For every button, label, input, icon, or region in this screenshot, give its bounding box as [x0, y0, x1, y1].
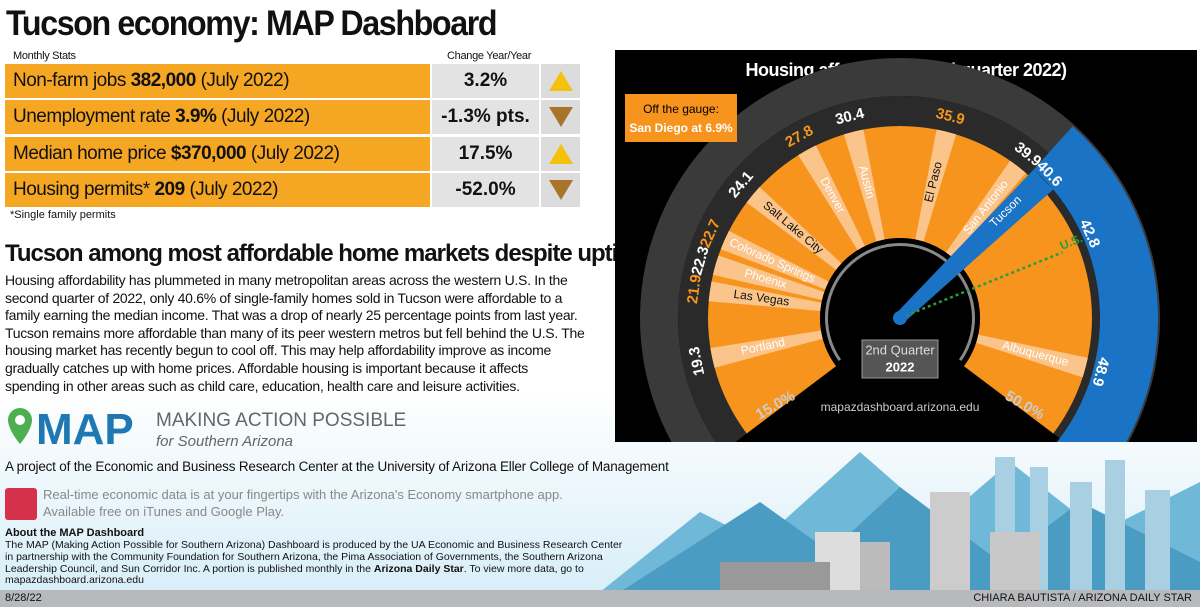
stat-period: (July 2022) [250, 143, 340, 164]
app-promo: Real-time economic data is at your finge… [43, 486, 563, 520]
stat-value: 3.9% [175, 106, 217, 127]
project-credit: A project of the Economic and Business R… [5, 459, 669, 474]
stat-value: $370,000 [170, 143, 247, 164]
about-heading: About the MAP Dashboard [5, 527, 145, 539]
wedge-divider [798, 145, 865, 251]
trend-arrow [541, 64, 580, 98]
chart-source: mapazdashboard.arizona.edu [821, 400, 980, 414]
stat-name: Unemployment rate [13, 106, 171, 127]
quarter-badge-line2: 2022 [886, 359, 915, 374]
gauge-value-label: 19.3 [686, 345, 709, 377]
about-text: The MAP (Making Action Possible for Sout… [5, 539, 623, 575]
quarter-badge-line1: 2nd Quarter [865, 342, 935, 357]
arrow-down-icon [549, 107, 573, 127]
gauge-value-label: 21.9 [684, 273, 705, 304]
arrow-up-icon [549, 144, 573, 164]
wedge-divider [945, 160, 1026, 258]
about-publication: Arizona Daily Star [373, 562, 464, 575]
tucson-ring-highlight [1033, 126, 1158, 494]
wedge-divider [712, 255, 825, 301]
arrow-up-icon [549, 71, 573, 91]
mountain-skyline-illustration [600, 452, 1200, 592]
stat-label: Housing permits* 209 (July 2022) [5, 173, 430, 207]
stat-change: -52.0% [432, 173, 539, 207]
trend-arrow [541, 137, 580, 171]
stat-row: Median home price $370,000 (July 2022) 1… [5, 137, 580, 171]
map-logo-text: MAP [36, 405, 134, 452]
article-body: Housing affordability has plummeted in m… [5, 272, 585, 394]
callout-box [625, 94, 737, 142]
wedge-divider [915, 129, 957, 242]
gauge-chart-panel: Housing affordability (2nd quarter 2022)… [615, 50, 1197, 496]
stat-row: Housing permits* 209 (July 2022) -52.0% [5, 173, 580, 207]
gauge-value-label: 35.9 [934, 105, 966, 129]
footer: 8/28/22 CHIARA BAUTISTA / ARIZONA DAILY … [0, 590, 1200, 607]
stat-value: 382,000 [130, 70, 197, 91]
stat-label: Median home price $370,000 (July 2022) [5, 137, 430, 171]
callout-line1: Off the gauge: [643, 102, 719, 116]
stat-change: 3.2% [432, 64, 539, 98]
footnote: *Single family permits [10, 209, 116, 221]
stat-period: (July 2022) [200, 70, 290, 91]
about-body: The MAP (Making Action Possible for Sout… [5, 539, 625, 587]
gauge-chart: Housing affordability (2nd quarter 2022)… [625, 57, 1160, 496]
app-line1: Real-time economic data is at your finge… [43, 487, 563, 502]
map-sub: for Southern Arizona [156, 433, 293, 450]
stat-row: Unemployment rate 3.9% (July 2022) -1.3%… [5, 100, 580, 134]
stat-label: Unemployment rate 3.9% (July 2022) [5, 100, 430, 134]
about-text-end: . To view more data, go to mapazdashboar… [5, 562, 584, 587]
stats-header-right: Change Year/Year [447, 50, 532, 62]
wedge-divider [746, 187, 842, 270]
wedge-divider [976, 334, 1088, 378]
app-line2: Available free on iTunes and Google Play… [43, 504, 285, 519]
stat-change: -1.3% pts. [432, 100, 539, 134]
wedge-divider [720, 230, 829, 290]
stat-change: 17.5% [432, 137, 539, 171]
trend-arrow [541, 100, 580, 134]
location-pin-icon [8, 408, 32, 444]
arrow-down-icon [549, 180, 573, 200]
page-title: Tucson economy: MAP Dashboard [6, 4, 498, 43]
wedge-divider [710, 330, 823, 368]
trend-arrow [541, 173, 580, 207]
footer-date: 8/28/22 [5, 592, 42, 604]
map-logo: MAP MAKING ACTION POSSIBLE for Southern … [6, 404, 426, 457]
callout-line2: San Diego at 6.9% [629, 121, 733, 135]
stat-label: Non-farm jobs 382,000 (July 2022) [5, 64, 430, 98]
tucson-needle [895, 169, 1054, 323]
stats-header: Monthly Stats Change Year/Year [5, 50, 580, 63]
quarter-badge [861, 339, 939, 379]
stat-name: Non-farm jobs [13, 70, 126, 91]
gauge-value-label: 48.9 [1088, 355, 1112, 388]
stat-name: Median home price [13, 143, 167, 164]
stat-row: Non-farm jobs 382,000 (July 2022) 3.2% [5, 64, 580, 98]
stat-name: Housing permits* [13, 179, 150, 200]
us-marker-line [899, 251, 1063, 320]
gauge-value-label: 30.4 [834, 105, 867, 129]
stat-period: (July 2022) [221, 106, 310, 127]
stat-value: 209 [154, 179, 185, 200]
wedge-divider [843, 129, 885, 242]
wedge-divider [708, 281, 822, 312]
needle-hub [893, 311, 907, 325]
stats-header-left: Monthly Stats [13, 50, 76, 62]
article-headline: Tucson among most affordable home market… [5, 240, 643, 267]
footer-credit: CHIARA BAUTISTA / ARIZONA DAILY STAR [973, 592, 1192, 604]
app-icon [5, 488, 37, 520]
map-tagline: MAKING ACTION POSSIBLE [156, 410, 406, 431]
stat-period: (July 2022) [189, 179, 278, 200]
